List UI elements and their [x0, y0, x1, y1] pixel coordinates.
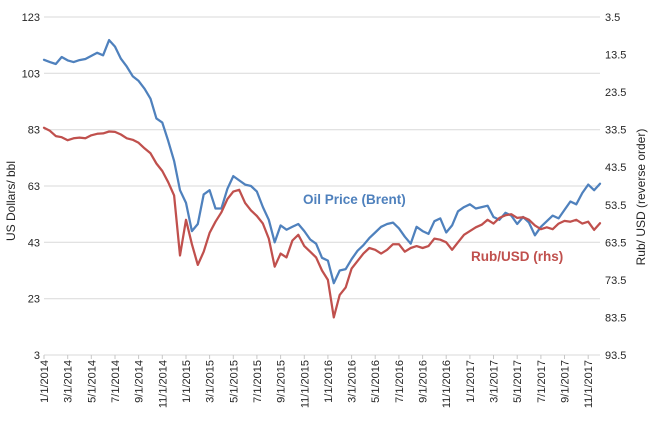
svg-text:9/1/2016: 9/1/2016	[418, 360, 430, 403]
svg-text:5/1/2017: 5/1/2017	[512, 360, 524, 403]
svg-text:53.5: 53.5	[605, 200, 626, 212]
svg-text:83: 83	[28, 125, 40, 137]
svg-text:3/1/2017: 3/1/2017	[489, 360, 501, 403]
gridlines	[44, 16, 600, 356]
svg-text:11/1/2016: 11/1/2016	[441, 360, 453, 408]
svg-text:1/1/2015: 1/1/2015	[181, 360, 193, 403]
svg-text:123: 123	[22, 12, 40, 24]
svg-text:9/1/2014: 9/1/2014	[134, 360, 146, 403]
svg-text:11/1/2015: 11/1/2015	[299, 360, 311, 408]
svg-text:11/1/2014: 11/1/2014	[157, 360, 169, 408]
svg-text:3/1/2016: 3/1/2016	[347, 360, 359, 403]
svg-text:3.5: 3.5	[605, 12, 620, 24]
svg-text:3/1/2014: 3/1/2014	[63, 360, 75, 403]
svg-text:43: 43	[28, 237, 40, 249]
series-label-oil-price: Oil Price (Brent)	[303, 192, 406, 207]
x-axis-tick-labels: 1/1/2014 3/1/2014 5/1/2014 7/1/2014 9/1/2014…	[39, 360, 595, 408]
svg-text:7/1/2014: 7/1/2014	[110, 360, 122, 403]
left-axis-title: US Dollars/ bbl	[4, 160, 18, 242]
svg-text:33.5: 33.5	[605, 125, 626, 137]
svg-text:3/1/2015: 3/1/2015	[205, 360, 217, 403]
svg-text:1/1/2017: 1/1/2017	[465, 360, 477, 403]
x-axis-tick-marks	[43, 355, 589, 359]
series-line-oil-price-brent	[42, 38, 602, 285]
svg-text:5/1/2014: 5/1/2014	[86, 360, 98, 403]
series-lines	[42, 38, 602, 319]
svg-text:93.5: 93.5	[605, 350, 626, 362]
svg-text:1/1/2014: 1/1/2014	[39, 360, 51, 403]
svg-text:73.5: 73.5	[605, 275, 626, 287]
svg-text:11/1/2017: 11/1/2017	[583, 360, 595, 408]
svg-text:5/1/2016: 5/1/2016	[370, 360, 382, 403]
svg-text:63.5: 63.5	[605, 237, 626, 249]
svg-text:43.5: 43.5	[605, 162, 626, 174]
svg-text:63: 63	[28, 181, 40, 193]
svg-text:83.5: 83.5	[605, 312, 626, 324]
svg-text:23.5: 23.5	[605, 87, 626, 99]
right-axis-title: Rub/ USD (reverse order)	[634, 128, 648, 266]
svg-text:9/1/2017: 9/1/2017	[560, 360, 572, 403]
svg-text:103: 103	[22, 68, 40, 80]
svg-text:13.5: 13.5	[605, 50, 626, 62]
svg-text:7/1/2015: 7/1/2015	[252, 360, 264, 403]
left-axis-tick-labels: 123 103 83 63 43 23 3	[22, 12, 40, 362]
svg-text:7/1/2017: 7/1/2017	[536, 360, 548, 403]
svg-text:23: 23	[28, 294, 40, 306]
svg-text:9/1/2015: 9/1/2015	[276, 360, 288, 403]
svg-text:3: 3	[34, 350, 40, 362]
svg-text:5/1/2015: 5/1/2015	[228, 360, 240, 403]
series-label-rub-usd: Rub/USD (rhs)	[471, 249, 564, 264]
right-axis-tick-labels: 3.5 13.5 23.5 33.5 43.5 53.5 63.5 73.5 83.5 93.5	[605, 12, 626, 362]
svg-text:1/1/2016: 1/1/2016	[323, 360, 335, 403]
svg-text:7/1/2016: 7/1/2016	[394, 360, 406, 403]
series-line-rub-usd	[42, 126, 602, 319]
